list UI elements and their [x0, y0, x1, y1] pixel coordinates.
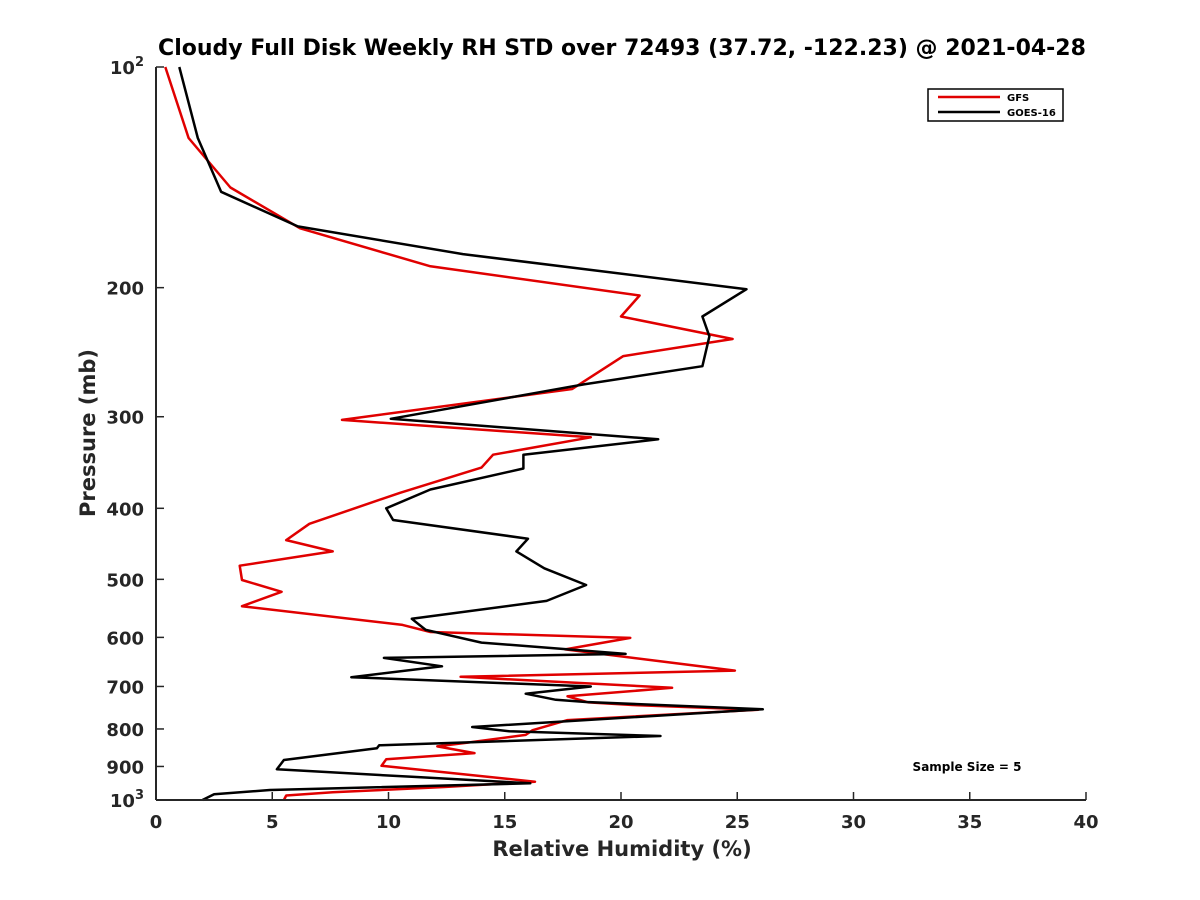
- y-tick-label: 500: [106, 570, 144, 591]
- y-tick-label: 102: [110, 55, 144, 79]
- y-tick-label-base: 10: [110, 58, 135, 79]
- legend-label-goes-16: GOES-16: [1007, 108, 1056, 119]
- y-tick-label-exponent: 2: [135, 55, 144, 70]
- x-tick-label: 30: [841, 812, 866, 833]
- y-tick-label-base: 500: [106, 570, 144, 591]
- sample-size-annotation: Sample Size = 5: [913, 760, 1022, 774]
- x-axis-label: Relative Humidity (%): [492, 837, 751, 861]
- series-line-gfs: [164, 66, 760, 801]
- chart-title: Cloudy Full Disk Weekly RH STD over 7249…: [158, 36, 1086, 61]
- y-tick-label: 103: [110, 788, 144, 812]
- y-tick-label-base: 10: [110, 791, 135, 812]
- x-tick-label: 25: [725, 812, 750, 833]
- legend-box: [927, 88, 1064, 122]
- y-tick-label: 800: [106, 720, 144, 741]
- y-tick-label: 300: [106, 408, 144, 429]
- y-tick-label-exponent: 3: [135, 788, 144, 803]
- y-tick-label: 600: [106, 628, 144, 649]
- y-tick-label: 200: [106, 279, 144, 300]
- x-tick-label: 40: [1073, 812, 1098, 833]
- series-line-goes-16: [178, 66, 765, 802]
- y-tick-label-base: 800: [106, 720, 144, 741]
- x-tick-label: 0: [150, 812, 163, 833]
- y-tick-label-base: 300: [106, 408, 144, 429]
- x-tick-label: 15: [492, 812, 517, 833]
- y-tick-label-base: 400: [106, 499, 144, 520]
- y-axis-label: Pressure (mb): [76, 349, 100, 517]
- series-layer: [164, 66, 765, 802]
- y-tick-label-base: 700: [106, 677, 144, 698]
- plot-area: 0 5 10 15 20 25 30 35 40 10220030040050060070080…: [106, 55, 1098, 833]
- y-tick-label-base: 600: [106, 628, 144, 649]
- legend: GFS GOES-16: [927, 88, 1064, 122]
- x-tick-label: 20: [608, 812, 633, 833]
- legend-label-gfs: GFS: [1007, 93, 1029, 104]
- x-tick-label: 5: [266, 812, 279, 833]
- y-tick-label: 700: [106, 677, 144, 698]
- x-tick-label: 10: [376, 812, 401, 833]
- y-tick-label-base: 900: [106, 757, 144, 778]
- plot-background: [156, 67, 1086, 800]
- x-axis-ticks: 0 5 10 15 20 25 30 35 40: [150, 792, 1099, 833]
- y-tick-label: 900: [106, 757, 144, 778]
- y-tick-label: 400: [106, 499, 144, 520]
- y-tick-label-base: 200: [106, 279, 144, 300]
- x-tick-label: 35: [957, 812, 982, 833]
